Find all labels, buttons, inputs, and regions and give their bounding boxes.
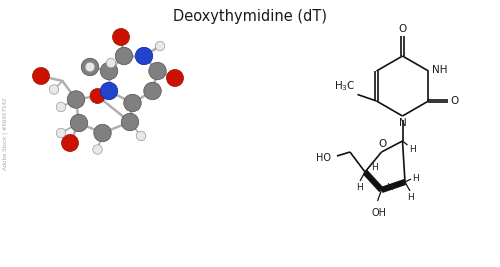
Text: H: H <box>356 183 363 192</box>
Circle shape <box>124 94 142 112</box>
Circle shape <box>155 41 165 51</box>
Circle shape <box>135 47 153 65</box>
Text: HO: HO <box>316 153 331 163</box>
Text: NH: NH <box>432 65 448 75</box>
Circle shape <box>100 82 118 100</box>
Circle shape <box>70 114 88 132</box>
Circle shape <box>100 62 118 80</box>
Text: O: O <box>398 24 406 34</box>
Text: O: O <box>450 96 458 106</box>
Circle shape <box>93 145 102 154</box>
Circle shape <box>121 113 139 131</box>
Circle shape <box>81 58 99 76</box>
Text: OH: OH <box>371 207 386 218</box>
Text: H: H <box>371 163 378 172</box>
Circle shape <box>32 68 50 84</box>
Circle shape <box>49 85 59 94</box>
Circle shape <box>56 102 66 112</box>
Circle shape <box>85 62 95 72</box>
Text: Adobe Stock | #66957542: Adobe Stock | #66957542 <box>2 97 8 170</box>
Circle shape <box>90 89 105 104</box>
Circle shape <box>106 58 116 68</box>
Text: O: O <box>378 139 386 149</box>
Circle shape <box>94 124 111 142</box>
Circle shape <box>62 135 78 151</box>
Text: $\mathregular{H_3C}$: $\mathregular{H_3C}$ <box>334 79 356 93</box>
Text: Deoxythymidine (dT): Deoxythymidine (dT) <box>173 10 327 25</box>
Text: H: H <box>386 183 393 192</box>
Circle shape <box>136 131 146 141</box>
Circle shape <box>166 69 184 87</box>
Text: H: H <box>412 174 419 183</box>
Circle shape <box>149 62 166 80</box>
Circle shape <box>56 128 66 138</box>
Text: H: H <box>409 146 416 155</box>
Text: H: H <box>406 193 414 202</box>
Circle shape <box>67 91 85 108</box>
Text: N: N <box>398 118 406 128</box>
Circle shape <box>112 29 130 45</box>
Circle shape <box>144 82 161 100</box>
Circle shape <box>115 47 133 65</box>
